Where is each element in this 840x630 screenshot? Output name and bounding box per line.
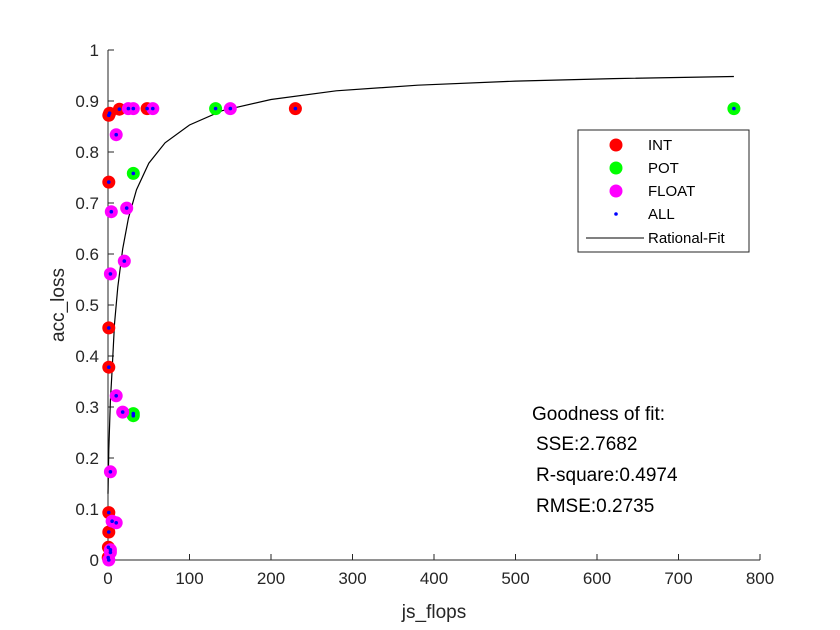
x-tick-label: 200: [257, 569, 285, 588]
legend-label-fit: Rational-Fit: [648, 230, 726, 247]
point-all: [108, 272, 113, 276]
point-all: [293, 106, 298, 111]
point-all: [108, 548, 113, 552]
y-ticks: 0 0.1 0.2 0.3 0.4 0.5 0.6 0.7 0.8 0.9 1: [75, 41, 114, 570]
y-tick-label: 0.6: [75, 245, 99, 264]
y-tick-label: 0.8: [75, 143, 99, 162]
legend-label-all: ALL: [648, 206, 675, 223]
x-tick-label: 100: [175, 569, 203, 588]
x-tick-label: 0: [103, 569, 112, 588]
point-all: [114, 394, 118, 398]
legend-marker-float: [609, 184, 623, 198]
gof-sse: SSE:2.7682: [536, 434, 637, 455]
y-tick-label: 1: [90, 41, 99, 60]
points-layer: [101, 102, 741, 567]
legend: INT POT FLOAT ALL Rational-Fit: [577, 129, 750, 253]
y-tick-label: 0.2: [75, 449, 99, 468]
x-tick-label: 500: [501, 569, 529, 588]
point-all: [213, 106, 218, 111]
x-tick-label: 300: [338, 569, 366, 588]
point-all: [107, 365, 111, 370]
x-ticks: 0 100 200 300 400 500 600 700 800: [103, 554, 774, 588]
point-all: [228, 106, 233, 111]
gof-rmse: RMSE:0.2735: [536, 496, 654, 517]
x-tick-label: 400: [420, 569, 448, 588]
x-tick-label: 600: [583, 569, 611, 588]
y-axis-label: acc_loss: [48, 268, 69, 342]
x-tick-label: 700: [664, 569, 692, 588]
point-all: [107, 326, 111, 330]
point-all: [117, 107, 122, 111]
y-tick-label: 0.4: [75, 347, 99, 366]
point-all: [107, 510, 111, 515]
point-all: [145, 106, 149, 111]
legend-label-float: FLOAT: [648, 183, 695, 200]
x-axis-label: js_flops: [401, 602, 466, 623]
y-tick-label: 0.7: [75, 194, 99, 213]
point-all: [131, 171, 136, 176]
legend-marker-int: [609, 138, 623, 152]
point-all: [106, 545, 111, 550]
point-all: [107, 530, 111, 534]
y-tick-label: 0.5: [75, 296, 99, 315]
point-all: [126, 106, 131, 111]
point-all: [107, 558, 111, 562]
goodness-of-fit: Goodness of fit: SSE:2.7682 R-square:0.4…: [532, 404, 678, 517]
point-all: [131, 106, 136, 111]
point-all: [108, 550, 113, 555]
point-all: [114, 132, 118, 137]
point-all: [114, 521, 118, 525]
point-all: [732, 106, 736, 111]
gof-title: Goodness of fit:: [532, 404, 665, 425]
point-all: [108, 470, 113, 474]
point-all: [120, 410, 125, 414]
point-all: [122, 259, 127, 263]
y-tick-label: 0.3: [75, 398, 99, 417]
point-all: [110, 519, 114, 523]
point-all: [107, 180, 111, 184]
point-all: [151, 106, 155, 111]
point-all: [124, 206, 129, 210]
legend-marker-pot: [609, 161, 623, 175]
legend-box: [577, 129, 750, 253]
x-tick-label: 800: [746, 569, 774, 588]
legend-marker-all: [614, 212, 618, 216]
point-all: [131, 411, 136, 416]
point-all: [109, 209, 114, 214]
legend-label-pot: POT: [648, 160, 679, 177]
y-tick-label: 0.1: [75, 500, 99, 519]
point-all: [107, 111, 112, 115]
gof-rsquare: R-square:0.4974: [536, 465, 678, 486]
y-tick-label: 0.9: [75, 92, 99, 111]
legend-label-int: INT: [648, 137, 672, 154]
y-tick-label: 0: [90, 551, 99, 570]
